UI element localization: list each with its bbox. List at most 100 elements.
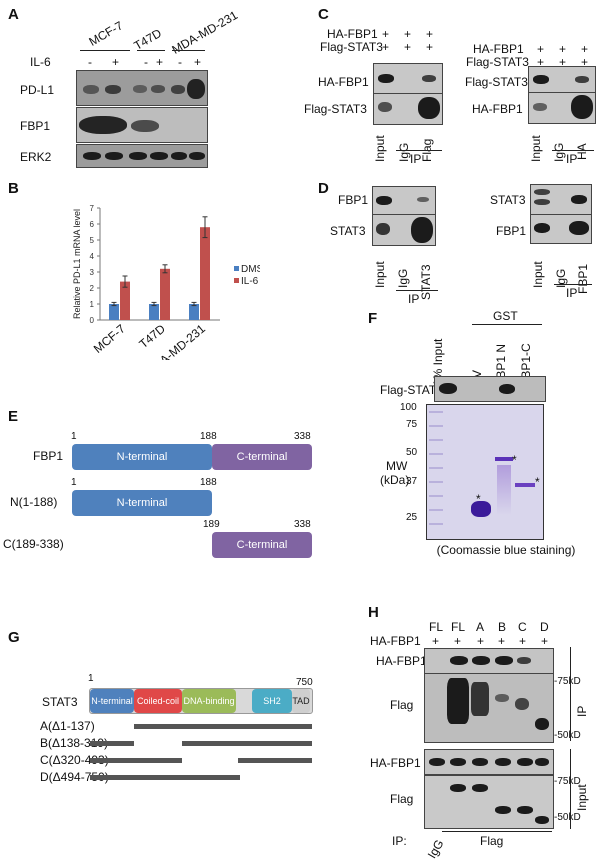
position-label: 188 bbox=[200, 477, 217, 488]
lane-label: IgG bbox=[397, 142, 411, 162]
row-label: HA-FBP1 bbox=[327, 27, 378, 41]
treatment-label: IL-6 bbox=[30, 55, 51, 69]
position-label: 1 bbox=[71, 431, 77, 442]
panel-g: 1 750 STAT3 N-terminal Coiled-coil DNA-b… bbox=[0, 668, 330, 788]
mutant-bar bbox=[182, 741, 312, 746]
mw-marker: -75kD bbox=[554, 776, 581, 787]
lane-label: IgG bbox=[396, 268, 410, 288]
sign: + bbox=[581, 55, 589, 69]
ip-line bbox=[396, 290, 438, 291]
lane-label: D bbox=[540, 620, 549, 634]
sign: + bbox=[537, 55, 545, 69]
blot-label: Flag-STAT3 bbox=[465, 75, 528, 89]
panel-d-label: D bbox=[318, 180, 329, 197]
bar-chart: 0 1 2 3 4 5 6 7 Relative PD-L1 mRNA level MCF-7 T4… bbox=[72, 204, 260, 360]
sign: - bbox=[88, 55, 92, 69]
construct-label: N(1-188) bbox=[10, 495, 58, 509]
position-label: 189 bbox=[203, 519, 220, 530]
position-label: 1 bbox=[71, 477, 77, 488]
lane-label: Input bbox=[529, 135, 543, 162]
ip-bracket bbox=[570, 647, 571, 741]
mw-marker: 37 bbox=[406, 476, 418, 487]
blot-label: STAT3 bbox=[490, 193, 526, 207]
blot-label: Flag-STAT3 bbox=[380, 383, 443, 397]
sign: - bbox=[178, 55, 182, 69]
panel-f-label: F bbox=[368, 310, 378, 327]
star-marker: * bbox=[476, 492, 481, 506]
panel-f: GST 1% Input EV FBP1 N FBP1-C Flag-STAT3… bbox=[340, 300, 596, 570]
n-terminal-domain: N-terminal bbox=[72, 490, 212, 516]
n-terminal-domain: N-terminal bbox=[72, 444, 212, 470]
sign: + bbox=[559, 55, 567, 69]
blot-label: Flag bbox=[390, 792, 414, 806]
blot-label: Flag bbox=[390, 698, 414, 712]
c-terminal-domain: C-terminal bbox=[212, 444, 312, 470]
x-tick-label: T47D bbox=[136, 321, 168, 351]
legend-label: DMSO bbox=[241, 264, 260, 275]
lane-label: Input bbox=[373, 135, 387, 162]
blot bbox=[434, 376, 546, 402]
lane-label: Input bbox=[531, 261, 545, 288]
gst-line bbox=[472, 324, 542, 325]
ip-label: IP bbox=[566, 286, 578, 300]
ip-label: IP: bbox=[392, 834, 407, 848]
blot bbox=[424, 749, 554, 775]
cell-line-label: MDA-MD-231 bbox=[169, 8, 241, 57]
blot-row-label: PD-L1 bbox=[20, 83, 55, 97]
mw-marker: 50 bbox=[406, 447, 418, 458]
construct-label: FBP1 bbox=[33, 449, 64, 463]
sign: + bbox=[432, 634, 440, 648]
bar bbox=[120, 281, 130, 320]
lane-label: FL bbox=[451, 620, 466, 634]
y-tick-label: 1 bbox=[90, 300, 95, 309]
underline bbox=[172, 50, 205, 51]
bar bbox=[189, 304, 199, 320]
panel-c-label: C bbox=[318, 6, 329, 23]
mutant-label: C(Δ320-493) bbox=[40, 753, 109, 767]
sign: + bbox=[404, 27, 412, 41]
blot bbox=[528, 66, 596, 94]
panel-b-label: B bbox=[8, 180, 19, 197]
cell-line-label: T47D bbox=[131, 26, 164, 53]
y-tick-label: 5 bbox=[90, 236, 95, 245]
lane-label: STAT3 bbox=[419, 264, 433, 300]
ip-label: IP bbox=[408, 292, 420, 306]
mw-marker: 75 bbox=[406, 419, 418, 430]
mw-marker: -75kD bbox=[554, 676, 581, 687]
lane-label: A bbox=[476, 620, 485, 634]
row-label: Flag-STAT3 bbox=[466, 55, 529, 69]
c-terminal-domain: C-terminal bbox=[212, 532, 312, 558]
row-label: HA-FBP1 bbox=[370, 634, 421, 648]
mutant-label: A(Δ1-137) bbox=[40, 719, 95, 733]
position-label: 338 bbox=[294, 519, 311, 530]
underline bbox=[137, 50, 165, 51]
lane-label: HA bbox=[575, 143, 589, 160]
ip-line bbox=[554, 284, 592, 285]
mw-marker: -50kD bbox=[554, 730, 581, 741]
position-label: 1 bbox=[88, 673, 94, 684]
mutant-bar bbox=[90, 775, 240, 780]
blot-label: HA-FBP1 bbox=[472, 102, 523, 116]
position-label: 338 bbox=[294, 431, 311, 442]
blot-row-label: ERK2 bbox=[20, 150, 52, 164]
legend-label: IL-6 bbox=[241, 276, 259, 287]
panel-g-label: G bbox=[8, 629, 20, 646]
y-axis-label: Relative PD-L1 mRNA level bbox=[72, 209, 82, 319]
legend-swatch bbox=[234, 278, 239, 283]
flag-line bbox=[442, 831, 552, 832]
y-tick-label: 4 bbox=[90, 252, 95, 261]
n-terminal-domain: N-terminal bbox=[90, 689, 134, 713]
blot bbox=[373, 93, 443, 125]
blot-label: HA-FBP1 bbox=[370, 756, 421, 770]
gel-caption: (Coomassie blue staining) bbox=[436, 543, 576, 557]
ip-line bbox=[552, 150, 594, 151]
star-marker: * bbox=[512, 453, 517, 467]
western-blot-pdl1 bbox=[76, 70, 208, 106]
blot bbox=[528, 92, 596, 124]
western-blot-erk2 bbox=[76, 144, 208, 168]
lane-label: IgG bbox=[552, 142, 566, 162]
sh2-domain: SH2 bbox=[252, 689, 292, 713]
bar bbox=[200, 227, 210, 320]
coiled-coil-domain: Coiled-coil bbox=[134, 689, 182, 713]
bar bbox=[160, 268, 170, 320]
